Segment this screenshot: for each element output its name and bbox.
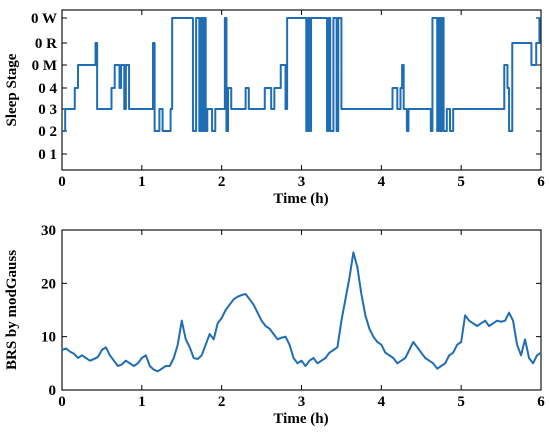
brs-x-tick-label: 1 <box>138 394 146 410</box>
brs-x-tick-label: 5 <box>457 394 465 410</box>
sleep-stage-x-tick-label: 5 <box>457 174 465 190</box>
brs-series-line <box>61 251 542 373</box>
brs-y-tick-label: 10 <box>41 330 56 346</box>
brs-x-tick-label: 0 <box>58 394 66 410</box>
sleep-stage-y-tick-label: 0 3 <box>38 102 57 118</box>
sleep-stage-x-axis-label: Time (h) <box>273 191 328 207</box>
sleep-stage-x-tick-label: 6 <box>537 174 545 190</box>
brs-x-tick-label: 2 <box>218 394 226 410</box>
sleep-stage-y-tick-label: 0 W <box>31 11 57 27</box>
sleep-stage-x-tick-label: 2 <box>218 174 226 190</box>
brs-y-tick-label: 0 <box>49 383 57 399</box>
brs-y-tick-label: 30 <box>41 223 56 239</box>
brs-chart: 0 10 20 30 0 1 2 3 4 5 6 Time (h) BRS by modGauss <box>4 223 545 427</box>
sleep-stage-y-tick-label: 0 1 <box>38 147 57 163</box>
sleep-stage-plot-frame <box>61 9 542 171</box>
sleep-stage-x-tick-label: 0 <box>58 174 66 190</box>
brs-x-tick-label: 6 <box>537 394 545 410</box>
brs-x-tick-label: 3 <box>298 394 306 410</box>
sleep-stage-y-tick-label: 0 M <box>32 58 57 74</box>
brs-y-tick-label: 20 <box>41 276 56 292</box>
sleep-stage-chart: 0 1 0 2 0 3 0 4 0 M 0 R 0 W 0 1 2 3 4 5 6 Time (h) S… <box>4 9 545 207</box>
sleep-stage-y-tick-label: 0 4 <box>38 81 57 97</box>
sleep-stage-x-tick-label: 4 <box>378 174 386 190</box>
sleep-stage-x-tick-label: 1 <box>138 174 146 190</box>
sleep-stage-x-tick-label: 3 <box>298 174 306 190</box>
brs-x-axis-label: Time (h) <box>273 411 328 427</box>
sleep-stage-y-tick-label: 0 2 <box>38 124 57 140</box>
sleep-stage-y-tick-label: 0 R <box>35 36 57 52</box>
sleep-stage-y-axis-label: Sleep Stage <box>4 53 20 126</box>
brs-x-tick-label: 4 <box>378 394 386 410</box>
sleep-stage-series-line <box>62 17 541 132</box>
brs-y-axis-label: BRS by modGauss <box>4 250 20 370</box>
